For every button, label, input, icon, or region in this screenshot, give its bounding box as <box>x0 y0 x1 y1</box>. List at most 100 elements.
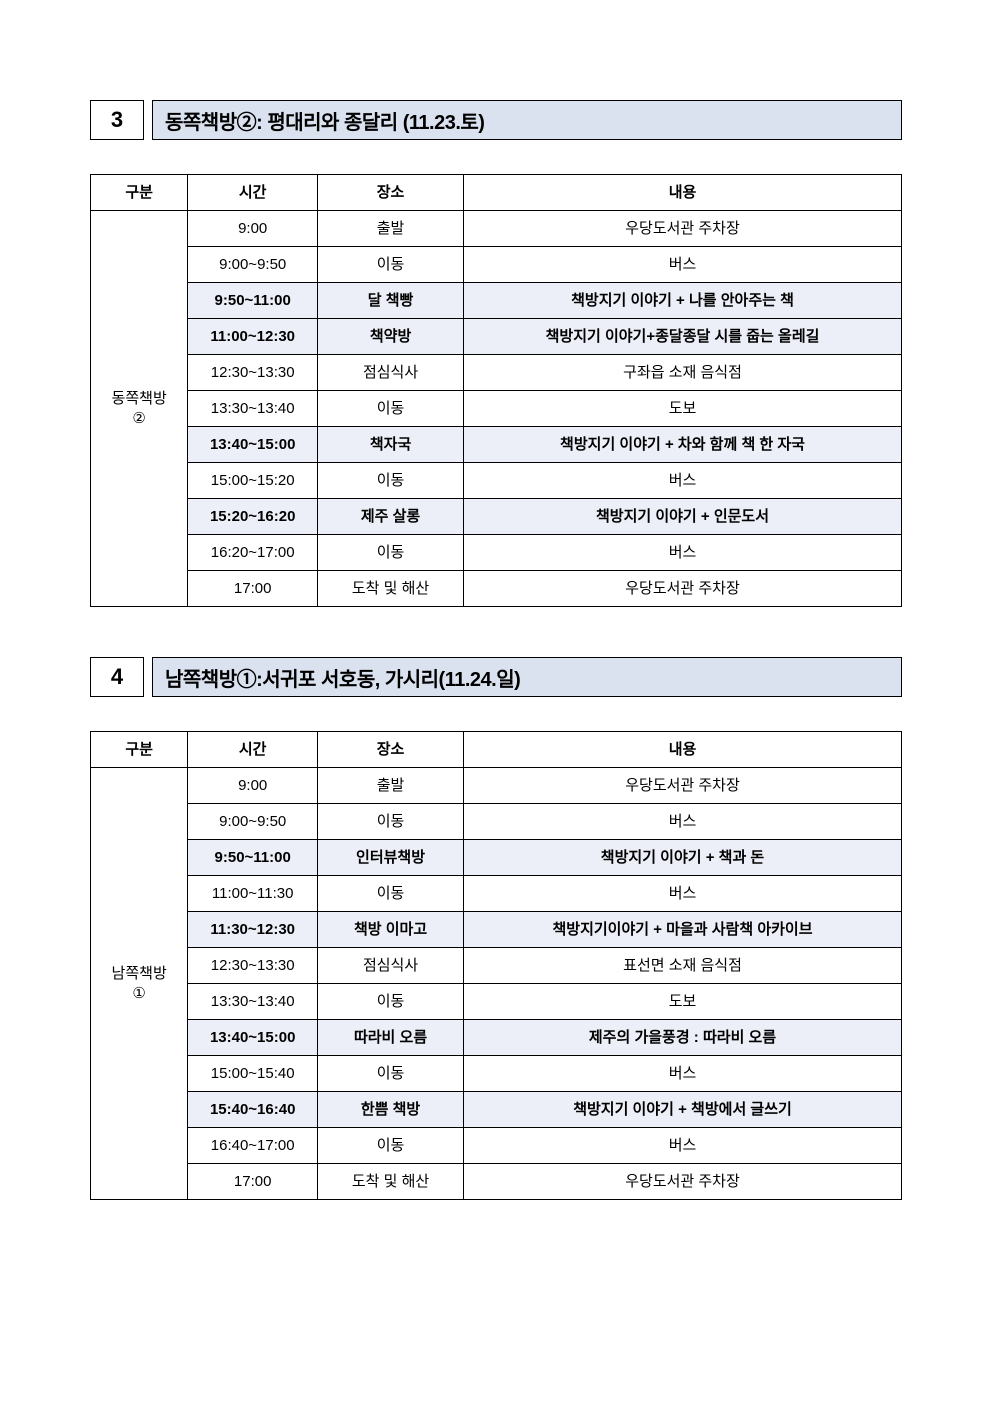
time-cell: 9:00~9:50 <box>188 804 318 840</box>
th-time: 시간 <box>188 175 318 211</box>
place-cell: 따라비 오름 <box>318 1020 464 1056</box>
time-cell: 15:00~15:40 <box>188 1056 318 1092</box>
table-row: 17:00도착 및 해산우당도서관 주차장 <box>91 571 902 607</box>
th-cat: 구분 <box>91 175 188 211</box>
place-cell: 달 책빵 <box>318 283 464 319</box>
time-cell: 13:40~15:00 <box>188 1020 318 1056</box>
desc-cell: 구좌읍 소재 음식점 <box>464 355 902 391</box>
desc-cell: 책방지기 이야기+종달종달 시를 줍는 올레길 <box>464 319 902 355</box>
place-cell: 책약방 <box>318 319 464 355</box>
table-row: 12:30~13:30점심식사구좌읍 소재 음식점 <box>91 355 902 391</box>
desc-cell: 버스 <box>464 1056 902 1092</box>
desc-cell: 버스 <box>464 535 902 571</box>
time-cell: 15:20~16:20 <box>188 499 318 535</box>
place-cell: 이동 <box>318 1128 464 1164</box>
table-header-row: 구분 시간 장소 내용 <box>91 732 902 768</box>
place-cell: 이동 <box>318 391 464 427</box>
desc-cell: 제주의 가을풍경 : 따라비 오름 <box>464 1020 902 1056</box>
desc-cell: 버스 <box>464 247 902 283</box>
table-row: 11:00~11:30이동버스 <box>91 876 902 912</box>
time-cell: 9:00~9:50 <box>188 247 318 283</box>
desc-cell: 버스 <box>464 463 902 499</box>
place-cell: 이동 <box>318 463 464 499</box>
table-row: 9:50~11:00인터뷰책방책방지기 이야기 + 책과 돈 <box>91 840 902 876</box>
place-cell: 제주 살롱 <box>318 499 464 535</box>
table-row: 15:00~15:20이동버스 <box>91 463 902 499</box>
table-row: 9:50~11:00달 책빵책방지기 이야기 + 나를 안아주는 책 <box>91 283 902 319</box>
table-header-row: 구분 시간 장소 내용 <box>91 175 902 211</box>
table-row: 11:30~12:30책방 이마고책방지기이야기 + 마을과 사람책 아카이브 <box>91 912 902 948</box>
time-cell: 13:30~13:40 <box>188 391 318 427</box>
place-cell: 이동 <box>318 535 464 571</box>
desc-cell: 책방지기 이야기 + 나를 안아주는 책 <box>464 283 902 319</box>
desc-cell: 우당도서관 주차장 <box>464 571 902 607</box>
tbody-4: 남쪽책방①9:00출발우당도서관 주차장9:00~9:50이동버스9:50~11… <box>91 768 902 1200</box>
place-cell: 도착 및 해산 <box>318 1164 464 1200</box>
page: 3 동쪽책방②: 평대리와 종달리 (11.23.토) 구분 시간 장소 내용 … <box>0 0 992 1310</box>
table-row: 13:30~13:40이동도보 <box>91 984 902 1020</box>
table-row: 남쪽책방①9:00출발우당도서관 주차장 <box>91 768 902 804</box>
table-row: 15:00~15:40이동버스 <box>91 1056 902 1092</box>
category-cell: 동쪽책방② <box>91 211 188 607</box>
time-cell: 11:00~12:30 <box>188 319 318 355</box>
time-cell: 15:40~16:40 <box>188 1092 318 1128</box>
table-row: 9:00~9:50이동버스 <box>91 247 902 283</box>
time-cell: 9:00 <box>188 768 318 804</box>
th-place: 장소 <box>318 732 464 768</box>
place-cell: 인터뷰책방 <box>318 840 464 876</box>
schedule-table-4: 구분 시간 장소 내용 남쪽책방①9:00출발우당도서관 주차장9:00~9:5… <box>90 731 902 1200</box>
table-row: 15:20~16:20제주 살롱책방지기 이야기 + 인문도서 <box>91 499 902 535</box>
place-cell: 책방 이마고 <box>318 912 464 948</box>
table-row: 17:00도착 및 해산우당도서관 주차장 <box>91 1164 902 1200</box>
time-cell: 13:30~13:40 <box>188 984 318 1020</box>
time-cell: 13:40~15:00 <box>188 427 318 463</box>
place-cell: 이동 <box>318 804 464 840</box>
tbody-3: 동쪽책방②9:00출발우당도서관 주차장9:00~9:50이동버스9:50~11… <box>91 211 902 607</box>
desc-cell: 버스 <box>464 876 902 912</box>
desc-cell: 도보 <box>464 984 902 1020</box>
desc-cell: 버스 <box>464 1128 902 1164</box>
desc-cell: 책방지기이야기 + 마을과 사람책 아카이브 <box>464 912 902 948</box>
time-cell: 9:50~11:00 <box>188 283 318 319</box>
desc-cell: 책방지기 이야기 + 책방에서 글쓰기 <box>464 1092 902 1128</box>
place-cell: 점심식사 <box>318 948 464 984</box>
desc-cell: 우당도서관 주차장 <box>464 1164 902 1200</box>
table-row: 12:30~13:30점심식사표선면 소재 음식점 <box>91 948 902 984</box>
place-cell: 점심식사 <box>318 355 464 391</box>
desc-cell: 우당도서관 주차장 <box>464 768 902 804</box>
desc-cell: 버스 <box>464 804 902 840</box>
section-number: 3 <box>90 100 144 140</box>
place-cell: 도착 및 해산 <box>318 571 464 607</box>
table-row: 13:40~15:00따라비 오름제주의 가을풍경 : 따라비 오름 <box>91 1020 902 1056</box>
table-row: 15:40~16:40한쁨 책방책방지기 이야기 + 책방에서 글쓰기 <box>91 1092 902 1128</box>
section-title: 남쪽책방①:서귀포 서호동, 가시리(11.24.일) <box>152 657 902 697</box>
table-row: 9:00~9:50이동버스 <box>91 804 902 840</box>
time-cell: 17:00 <box>188 1164 318 1200</box>
place-cell: 출발 <box>318 768 464 804</box>
desc-cell: 책방지기 이야기 + 인문도서 <box>464 499 902 535</box>
place-cell: 이동 <box>318 876 464 912</box>
th-desc: 내용 <box>464 175 902 211</box>
time-cell: 16:20~17:00 <box>188 535 318 571</box>
table-row: 13:40~15:00책자국책방지기 이야기 + 차와 함께 책 한 자국 <box>91 427 902 463</box>
th-desc: 내용 <box>464 732 902 768</box>
time-cell: 12:30~13:30 <box>188 355 318 391</box>
place-cell: 책자국 <box>318 427 464 463</box>
section-header-4: 4 남쪽책방①:서귀포 서호동, 가시리(11.24.일) <box>90 657 902 697</box>
section-title: 동쪽책방②: 평대리와 종달리 (11.23.토) <box>152 100 902 140</box>
time-cell: 15:00~15:20 <box>188 463 318 499</box>
category-cell: 남쪽책방① <box>91 768 188 1200</box>
table-row: 11:00~12:30책약방책방지기 이야기+종달종달 시를 줍는 올레길 <box>91 319 902 355</box>
place-cell: 한쁨 책방 <box>318 1092 464 1128</box>
table-row: 16:20~17:00이동버스 <box>91 535 902 571</box>
place-cell: 이동 <box>318 1056 464 1092</box>
time-cell: 17:00 <box>188 571 318 607</box>
table-row: 동쪽책방②9:00출발우당도서관 주차장 <box>91 211 902 247</box>
place-cell: 출발 <box>318 211 464 247</box>
time-cell: 11:30~12:30 <box>188 912 318 948</box>
schedule-table-3: 구분 시간 장소 내용 동쪽책방②9:00출발우당도서관 주차장9:00~9:5… <box>90 174 902 607</box>
time-cell: 9:00 <box>188 211 318 247</box>
th-place: 장소 <box>318 175 464 211</box>
table-row: 13:30~13:40이동도보 <box>91 391 902 427</box>
th-time: 시간 <box>188 732 318 768</box>
